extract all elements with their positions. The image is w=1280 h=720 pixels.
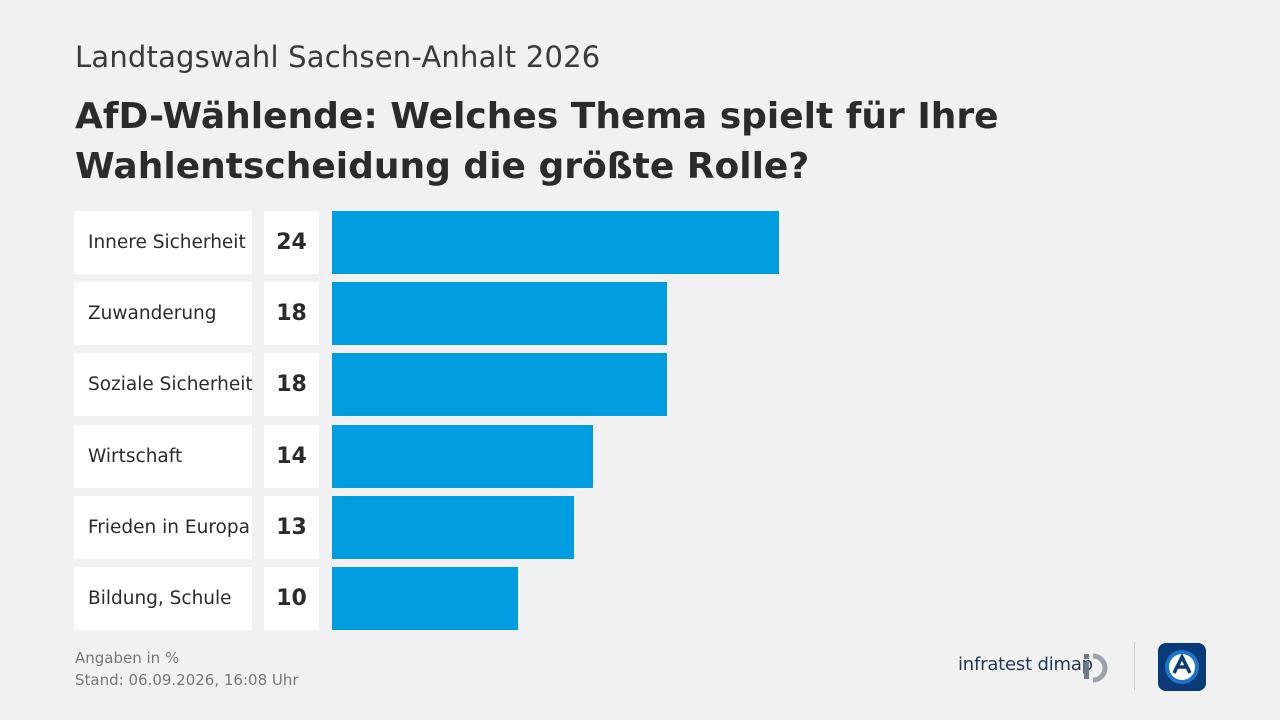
chart-row: Zuwanderung 18 — [74, 282, 1224, 346]
bar — [332, 567, 519, 630]
unit-note: Angaben in % — [75, 649, 180, 667]
category-label: Innere Sicherheit — [74, 211, 252, 274]
category-label: Soziale Sicherheit — [74, 353, 253, 417]
category-label: Bildung, Schule — [74, 567, 252, 630]
chart-row: Frieden in Europa 13 — [74, 495, 1224, 559]
bar — [332, 424, 593, 488]
bar-chart: Innere Sicherheit 24 Zuwanderung 18 Soziale … — [74, 211, 1224, 631]
category-label: Zuwanderung — [74, 282, 252, 346]
bar — [332, 282, 668, 346]
tagesschau-logo-icon — [1158, 643, 1206, 691]
chart-row: Wirtschaft 14 — [74, 424, 1224, 488]
value-label: 18 — [264, 353, 319, 417]
chart-overline: Landtagswahl Sachsen-Anhalt 2026 — [75, 40, 601, 74]
bar — [332, 495, 575, 559]
infratest-dimap-wordmark: infratest dimap — [958, 654, 1093, 675]
chart-title: AfD-Wählende: Welches Thema spielt für I… — [75, 96, 999, 187]
value-label: 13 — [264, 495, 319, 559]
infratest-dimap-logo-icon — [1084, 653, 1108, 683]
logo-divider — [1134, 642, 1135, 690]
stand-value: 06.09.2026, 16:08 Uhr — [128, 671, 299, 689]
category-label: Wirtschaft — [74, 424, 252, 488]
category-label: Frieden in Europa — [74, 495, 252, 559]
value-label: 10 — [264, 567, 319, 630]
value-label: 14 — [264, 424, 319, 488]
stand-label: Stand: — [75, 671, 124, 689]
footer-notes: Angaben in % Stand: 06.09.2026, 16:08 Uh… — [75, 647, 299, 691]
chart-row: Bildung, Schule 10 — [74, 567, 1224, 630]
stand-line: Stand: 06.09.2026, 16:08 Uhr — [75, 669, 299, 691]
bar — [332, 211, 779, 274]
chart-row: Soziale Sicherheit 18 — [74, 353, 1224, 417]
value-label: 24 — [264, 211, 319, 274]
value-label: 18 — [264, 282, 319, 346]
bar — [332, 353, 668, 417]
chart-row: Innere Sicherheit 24 — [74, 211, 1224, 274]
